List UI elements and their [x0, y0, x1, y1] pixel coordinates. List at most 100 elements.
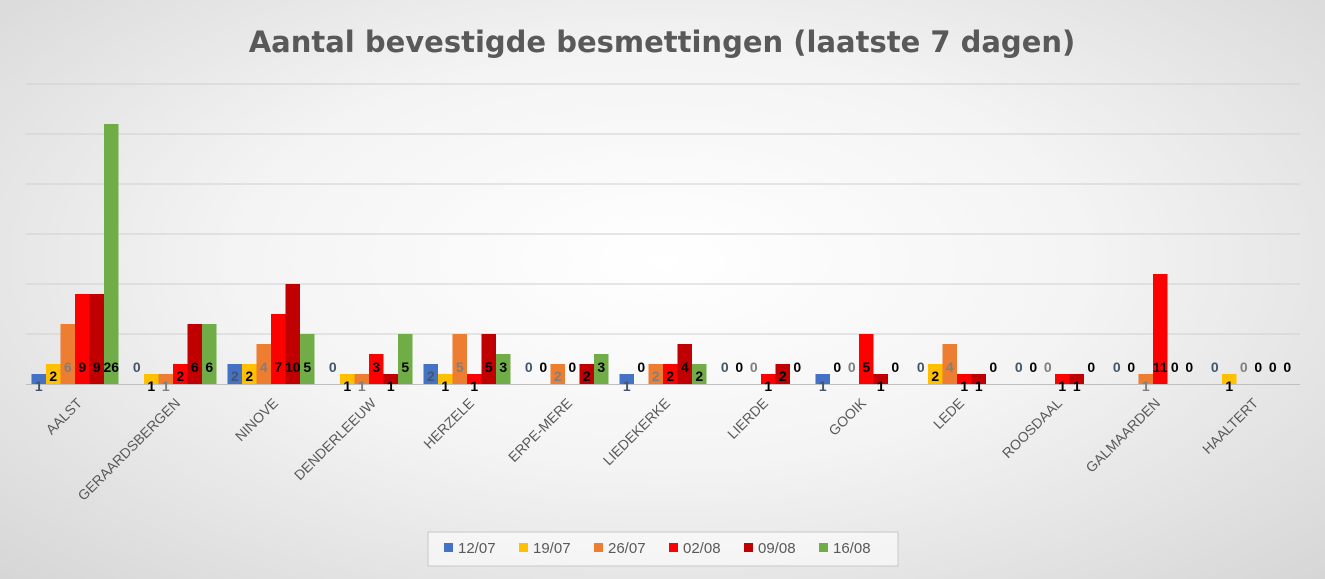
bar — [550, 364, 565, 384]
data-label: 0 — [989, 359, 997, 375]
bar — [1153, 274, 1168, 384]
bar — [942, 344, 957, 384]
data-label: 1 — [1142, 378, 1150, 394]
bar — [144, 374, 159, 384]
data-label: 0 — [133, 359, 141, 375]
data-label: 2 — [583, 368, 591, 384]
bar — [202, 324, 217, 384]
bar — [89, 294, 104, 384]
data-label: 1 — [35, 378, 43, 394]
bar — [227, 364, 242, 384]
bar — [594, 354, 609, 384]
data-label: 0 — [1044, 359, 1052, 375]
data-label: 5 — [862, 359, 870, 375]
bar — [398, 334, 413, 384]
bar — [775, 364, 790, 384]
category-label: LEDE — [930, 395, 967, 432]
legend-swatch — [444, 543, 453, 552]
data-label: 1 — [960, 378, 968, 394]
bar — [340, 374, 355, 384]
bar — [438, 374, 453, 384]
bar — [75, 294, 90, 384]
legend-label: 12/07 — [458, 540, 496, 557]
category-label: AALST — [42, 394, 85, 437]
data-label: 2 — [666, 368, 674, 384]
bar — [677, 344, 692, 384]
data-label: 2 — [695, 368, 703, 384]
bar — [873, 374, 888, 384]
data-label: 2 — [49, 368, 57, 384]
data-label: 1 — [441, 378, 449, 394]
bar — [859, 334, 874, 384]
data-label: 0 — [568, 359, 576, 375]
data-label: 1 — [877, 378, 885, 394]
bar — [256, 344, 271, 384]
data-label: 1 — [147, 378, 155, 394]
data-label: 0 — [1171, 359, 1179, 375]
bar — [369, 354, 384, 384]
data-label: 5 — [401, 359, 409, 375]
category-label: GALMAARDEN — [1082, 395, 1163, 476]
bar — [619, 374, 634, 384]
data-label: 0 — [793, 359, 801, 375]
legend-label: 09/08 — [758, 540, 796, 557]
data-label: 11 — [1153, 359, 1168, 375]
data-label: 0 — [1015, 359, 1023, 375]
data-label: 26 — [103, 359, 119, 375]
chart-title: Aantal bevestigde besmettingen (laatste … — [249, 25, 1076, 59]
category-label: HAALTERT — [1199, 394, 1261, 456]
bar — [481, 334, 496, 384]
bar — [815, 374, 830, 384]
bar — [579, 364, 594, 384]
data-label: 2 — [652, 368, 660, 384]
data-label: 4 — [681, 359, 689, 375]
legend-swatch — [669, 543, 678, 552]
data-label: 4 — [946, 359, 954, 375]
category-label: GERAARDSBERGEN — [74, 395, 183, 504]
category-label: GOOIK — [825, 394, 869, 438]
bar — [928, 364, 943, 384]
data-label: 0 — [329, 359, 337, 375]
bar — [285, 284, 300, 384]
legend-label: 16/08 — [833, 540, 871, 557]
bar — [496, 354, 511, 384]
data-label: 1 — [162, 378, 170, 394]
bar — [383, 374, 398, 384]
data-label: 2 — [931, 368, 939, 384]
bar — [957, 374, 972, 384]
data-label: 0 — [525, 359, 533, 375]
data-label: 1 — [623, 378, 631, 394]
data-label: 0 — [1254, 359, 1262, 375]
bar — [467, 374, 482, 384]
bar — [242, 364, 257, 384]
category-label: HERZELE — [420, 395, 477, 452]
data-label: 5 — [303, 359, 311, 375]
bar — [1069, 374, 1084, 384]
data-label: 0 — [721, 359, 729, 375]
legend-swatch — [594, 543, 603, 552]
data-label: 6 — [205, 359, 213, 375]
bar — [187, 324, 202, 384]
data-label: 2 — [245, 368, 253, 384]
data-label: 1 — [470, 378, 478, 394]
legend-swatch — [744, 543, 753, 552]
data-label: 0 — [891, 359, 899, 375]
data-label: 6 — [191, 359, 199, 375]
data-label: 5 — [456, 359, 464, 375]
category-label: NINOVE — [232, 395, 281, 444]
bar — [173, 364, 188, 384]
bar — [692, 364, 707, 384]
category-label: LIERDE — [724, 395, 771, 442]
bar — [423, 364, 438, 384]
bar — [1055, 374, 1070, 384]
data-label: 0 — [1269, 359, 1277, 375]
data-label: 10 — [285, 359, 301, 375]
data-label: 9 — [93, 359, 101, 375]
data-label: 0 — [1185, 359, 1193, 375]
bar — [271, 314, 286, 384]
data-label: 1 — [358, 378, 366, 394]
